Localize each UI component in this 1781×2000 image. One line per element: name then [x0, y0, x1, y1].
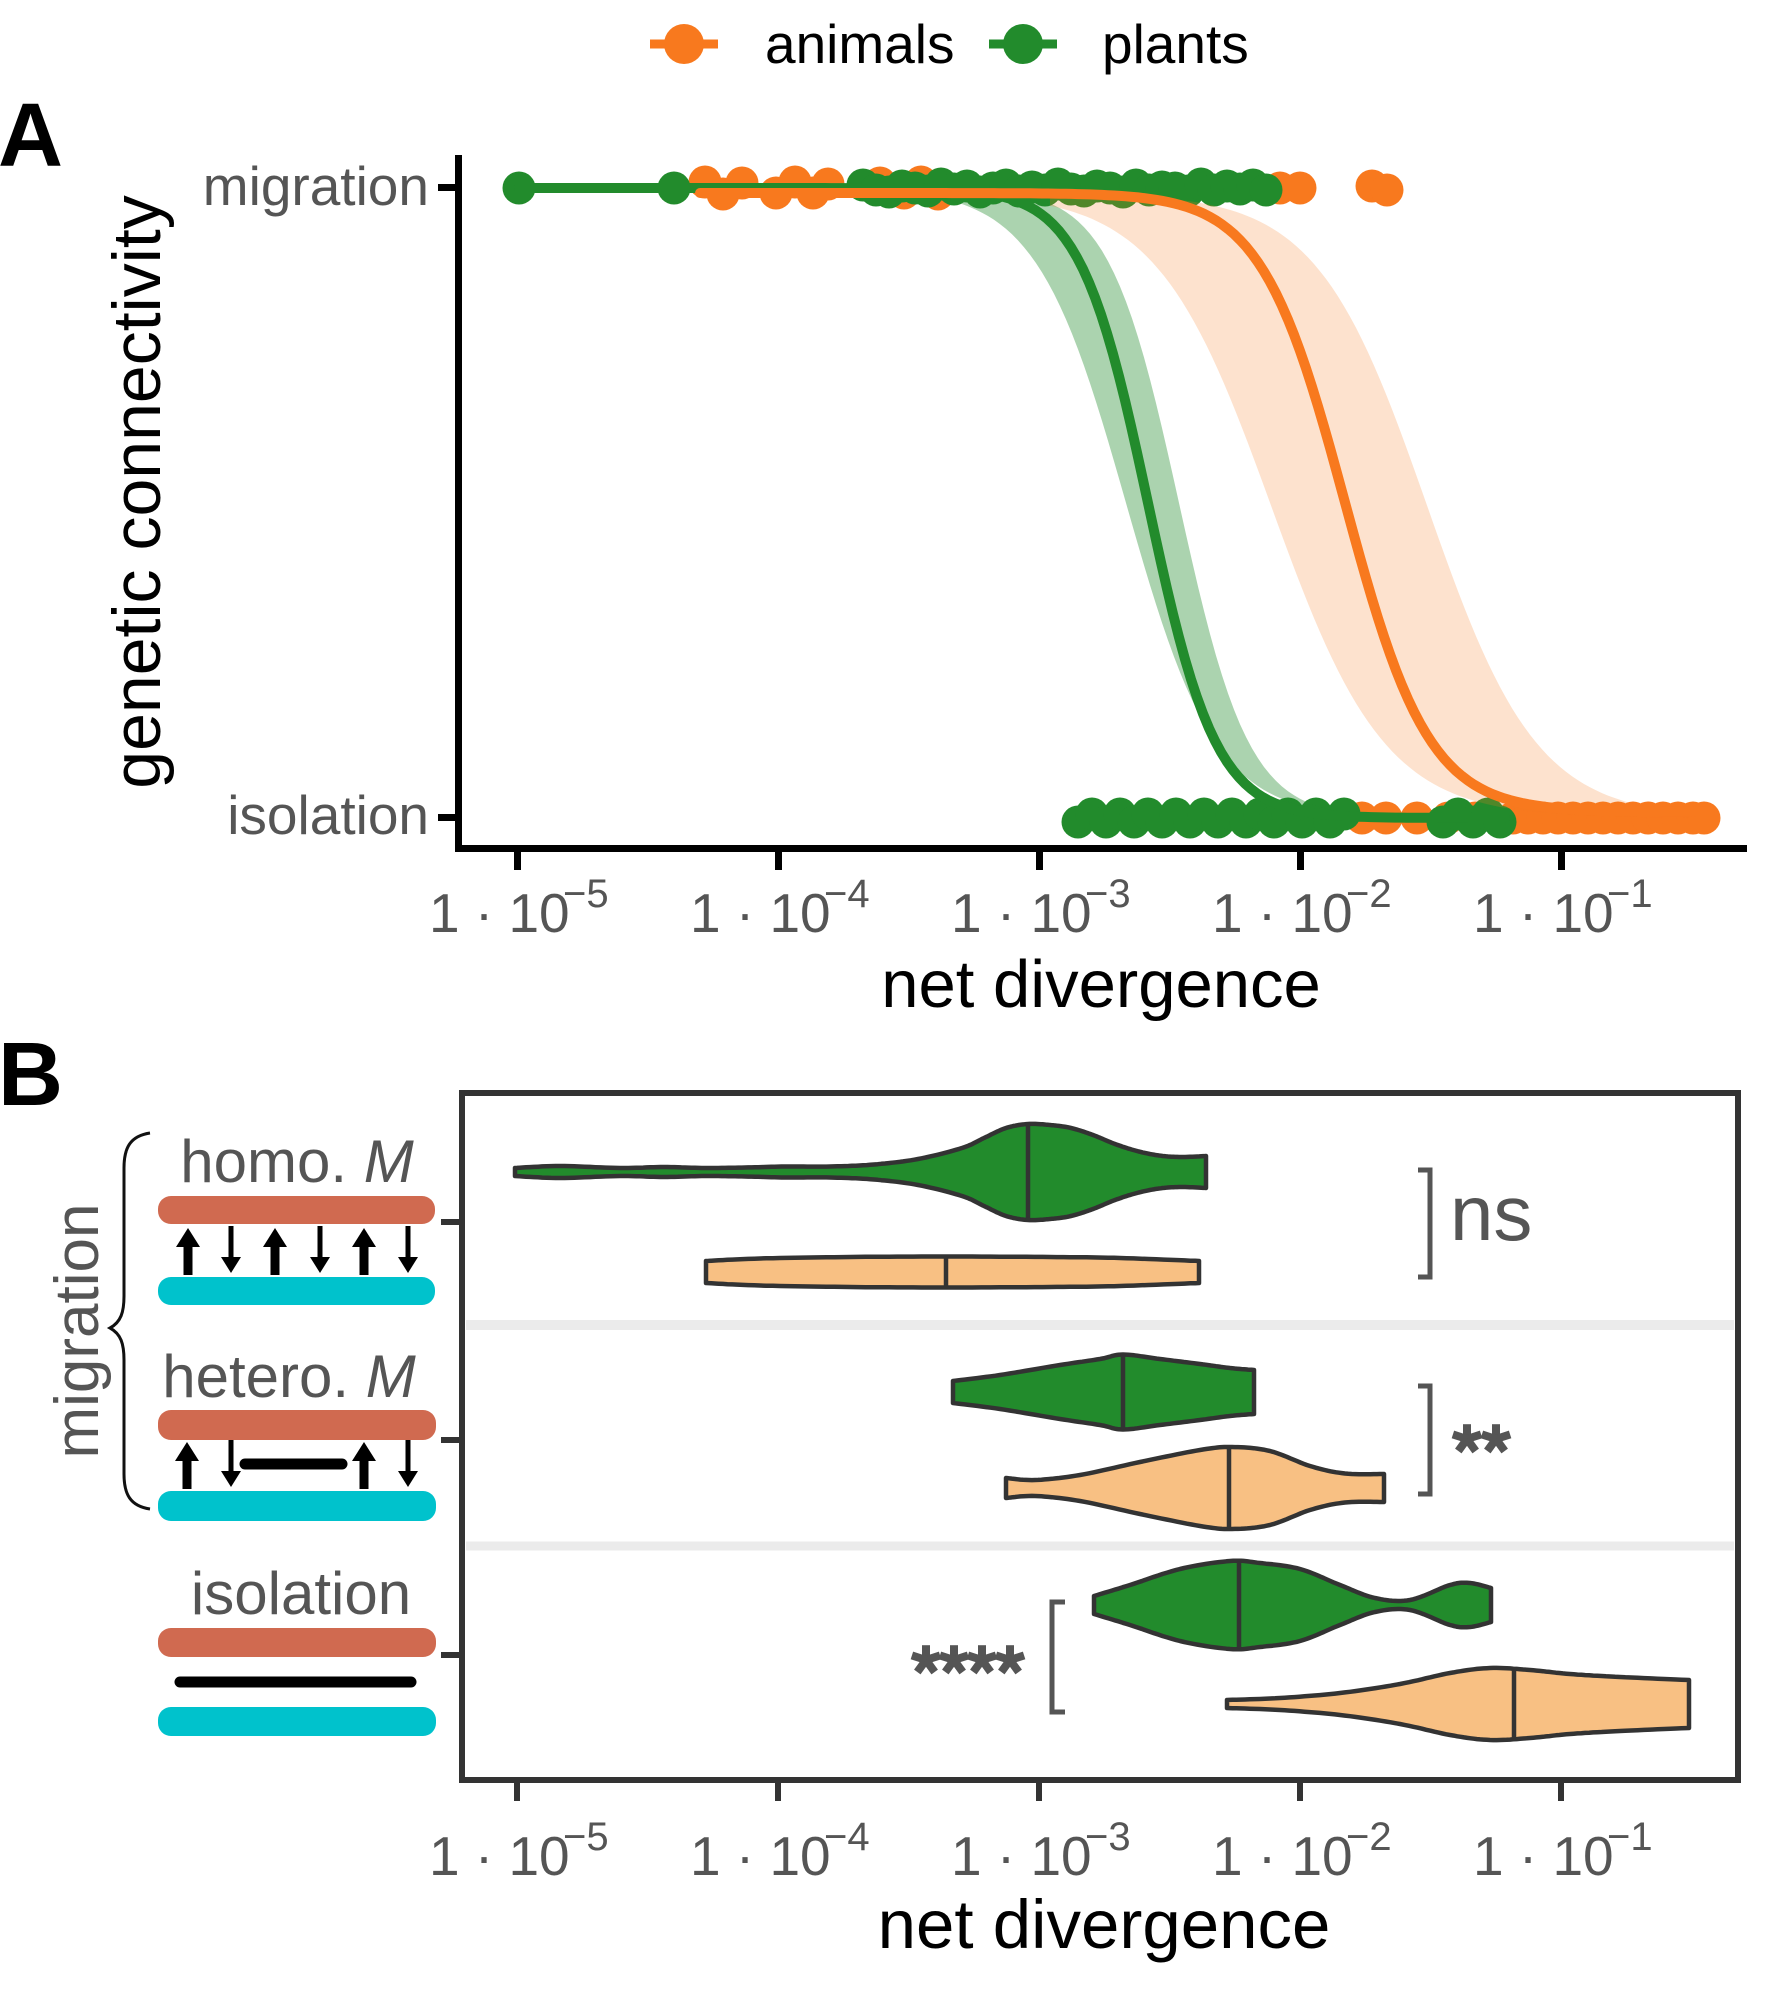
svg-text:−1: −1 [1607, 872, 1653, 916]
svg-text:isolation: isolation [227, 784, 429, 846]
svg-text:1 · 10: 1 · 10 [951, 882, 1092, 944]
svg-text:−3: −3 [1085, 872, 1131, 916]
svg-text:isolation: isolation [191, 1560, 411, 1627]
svg-text:1 · 10: 1 · 10 [429, 882, 570, 944]
svg-text:−2: −2 [1346, 1815, 1392, 1859]
svg-text:−4: −4 [824, 872, 870, 916]
svg-text:1 · 10: 1 · 10 [1212, 1825, 1353, 1887]
svg-text:plants: plants [1102, 13, 1249, 75]
svg-text:1 · 10: 1 · 10 [951, 1825, 1092, 1887]
svg-text:genetic connectivity: genetic connectivity [99, 195, 175, 788]
svg-text:B: B [0, 1025, 63, 1125]
svg-text:hetero. M: hetero. M [162, 1343, 415, 1410]
svg-text:net divergence: net divergence [881, 947, 1321, 1022]
svg-text:1 · 10: 1 · 10 [1473, 1825, 1614, 1887]
svg-text:1 · 10: 1 · 10 [690, 882, 831, 944]
svg-text:1 · 10: 1 · 10 [1473, 882, 1614, 944]
svg-text:migration: migration [43, 1204, 112, 1459]
svg-text:ns: ns [1450, 1169, 1532, 1257]
svg-text:migration: migration [203, 155, 429, 217]
svg-text:−1: −1 [1607, 1815, 1653, 1859]
svg-text:homo. M: homo. M [180, 1128, 413, 1195]
svg-text:A: A [0, 86, 63, 186]
svg-text:−3: −3 [1085, 1815, 1131, 1859]
svg-text:animals: animals [765, 13, 955, 75]
svg-text:−2: −2 [1346, 872, 1392, 916]
svg-text:−5: −5 [563, 1815, 609, 1859]
svg-text:net divergence: net divergence [878, 1886, 1331, 1963]
svg-text:−4: −4 [824, 1815, 870, 1859]
svg-text:−5: −5 [563, 872, 609, 916]
svg-text:1 · 10: 1 · 10 [1212, 882, 1353, 944]
svg-text:1 · 10: 1 · 10 [429, 1825, 570, 1887]
svg-text:1 · 10: 1 · 10 [690, 1825, 831, 1887]
